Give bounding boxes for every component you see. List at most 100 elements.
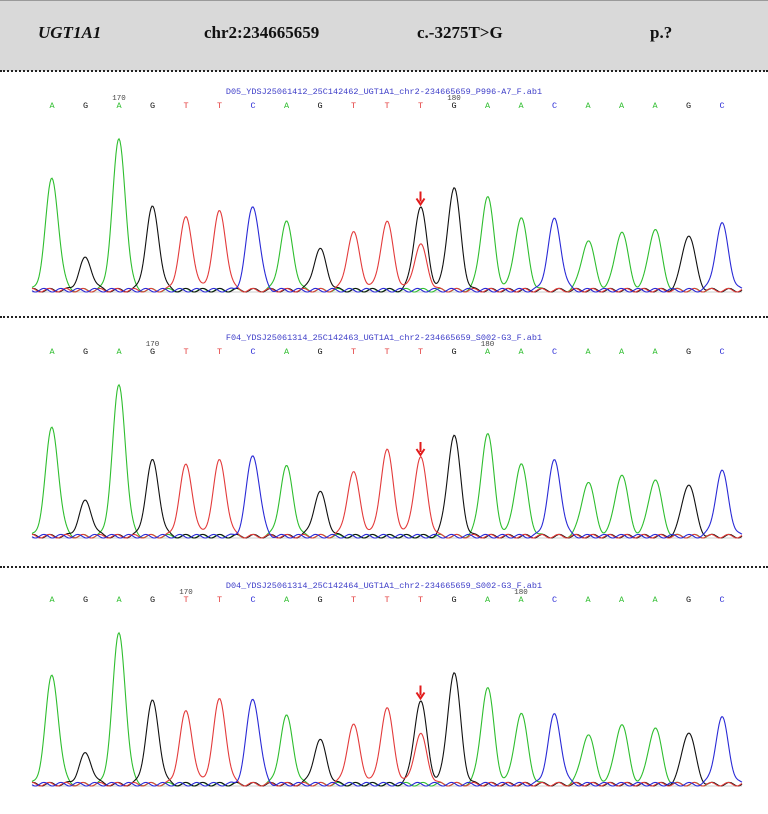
- base-call-label: G: [83, 101, 88, 111]
- base-call-label: T: [351, 347, 356, 357]
- chromatogram-panel-1: D05_YDSJ25061412_25C142462_UGT1A1_chr2-2…: [0, 80, 768, 310]
- trace-t-line: [31, 209, 743, 293]
- position-tick-label: 180: [447, 95, 461, 103]
- base-call-label: G: [451, 101, 456, 111]
- base-call-label: A: [485, 347, 491, 357]
- base-call-label: A: [49, 347, 55, 357]
- base-call-label: A: [485, 101, 491, 111]
- trace-a-line: [31, 383, 743, 539]
- chromatogram-svg: D05_YDSJ25061412_25C142462_UGT1A1_chr2-2…: [31, 87, 743, 293]
- trace-a-line: [31, 631, 743, 787]
- position-tick-label: 180: [481, 341, 495, 349]
- chromatogram-panel-2: F04_YDSJ25061314_25C142463_UGT1A1_chr2-2…: [0, 326, 768, 556]
- base-call-label: A: [619, 595, 625, 605]
- base-call-label: G: [83, 347, 88, 357]
- base-call-label: A: [652, 347, 658, 357]
- trace-g-line: [31, 671, 743, 787]
- dotted-separator: [0, 70, 768, 72]
- base-call-label: T: [217, 347, 222, 357]
- base-call-label: C: [250, 347, 255, 357]
- trace-file-title: F04_YDSJ25061314_25C142463_UGT1A1_chr2-2…: [226, 333, 542, 343]
- base-call-label: C: [250, 101, 255, 111]
- protein-change: p.?: [650, 23, 673, 42]
- base-call-label: G: [150, 347, 155, 357]
- base-call-label: A: [652, 595, 658, 605]
- base-call-label: T: [418, 347, 423, 357]
- base-call-label: A: [652, 101, 658, 111]
- base-call-label: G: [451, 347, 456, 357]
- base-call-label: T: [183, 347, 188, 357]
- base-call-label: C: [250, 595, 255, 605]
- base-call-label: G: [686, 595, 691, 605]
- trace-g-line: [31, 187, 743, 293]
- variant-arrow-icon: [415, 442, 426, 457]
- base-call-label: A: [49, 101, 55, 111]
- base-call-label: G: [83, 595, 88, 605]
- base-call-label: C: [719, 101, 724, 111]
- base-call-label: T: [351, 595, 356, 605]
- base-call-label: T: [217, 595, 222, 605]
- base-call-label: T: [384, 101, 389, 111]
- base-call-label: A: [619, 101, 625, 111]
- chromatogram-svg: D04_YDSJ25061314_25C142464_UGT1A1_chr2-2…: [31, 581, 743, 787]
- base-call-label: C: [552, 101, 557, 111]
- base-call-label: A: [284, 347, 290, 357]
- base-call-label: C: [552, 595, 557, 605]
- trace-t-line: [31, 698, 743, 787]
- position-tick-label: 170: [179, 589, 193, 597]
- base-call-label: G: [451, 595, 456, 605]
- trace-g-line: [31, 434, 743, 539]
- base-call-label: A: [585, 101, 591, 111]
- gene-name: UGT1A1: [38, 23, 102, 42]
- base-call-label: A: [485, 595, 491, 605]
- trace-a-line: [31, 137, 743, 293]
- trace-file-title: D05_YDSJ25061412_25C142462_UGT1A1_chr2-2…: [226, 87, 542, 97]
- base-call-label: A: [518, 595, 524, 605]
- trace-file-title: D04_YDSJ25061314_25C142464_UGT1A1_chr2-2…: [226, 581, 542, 591]
- genomic-position: chr2:234665659: [204, 23, 320, 42]
- variant-arrow-icon: [415, 685, 426, 701]
- trace-c-line: [31, 455, 743, 539]
- trace-c-line: [31, 698, 743, 787]
- trace-c-line: [31, 206, 743, 293]
- base-call-label: G: [317, 347, 322, 357]
- base-call-label: A: [518, 101, 524, 111]
- dotted-separator: [0, 316, 768, 318]
- variant-header: UGT1A1 chr2:234665659 c.-3275T>G p.?: [0, 0, 768, 71]
- trace-t-line: [31, 448, 743, 539]
- position-tick-label: 170: [112, 95, 126, 103]
- base-call-label: T: [384, 595, 389, 605]
- base-call-label: T: [351, 101, 356, 111]
- base-call-label: A: [518, 347, 524, 357]
- base-call-label: G: [317, 101, 322, 111]
- base-call-label: A: [284, 595, 290, 605]
- position-tick-label: 180: [514, 589, 528, 597]
- base-call-label: T: [183, 101, 188, 111]
- base-call-label: T: [418, 595, 423, 605]
- base-call-label: A: [116, 347, 122, 357]
- base-call-label: C: [719, 595, 724, 605]
- chromatogram-svg: F04_YDSJ25061314_25C142463_UGT1A1_chr2-2…: [31, 333, 743, 539]
- base-call-label: C: [719, 347, 724, 357]
- base-call-label: A: [49, 595, 55, 605]
- variant-arrow-icon: [415, 191, 426, 207]
- base-call-label: A: [284, 101, 290, 111]
- position-tick-label: 170: [146, 341, 160, 349]
- base-call-label: C: [552, 347, 557, 357]
- base-call-label: T: [418, 101, 423, 111]
- chromatogram-panel-3: D04_YDSJ25061314_25C142464_UGT1A1_chr2-2…: [0, 574, 768, 804]
- base-call-label: A: [116, 595, 122, 605]
- base-call-label: G: [150, 101, 155, 111]
- base-call-label: A: [116, 101, 122, 111]
- base-call-label: T: [217, 101, 222, 111]
- base-call-label: G: [686, 101, 691, 111]
- base-call-label: G: [686, 347, 691, 357]
- dotted-separator: [0, 566, 768, 568]
- base-call-label: T: [384, 347, 389, 357]
- base-call-label: G: [150, 595, 155, 605]
- cdna-change: c.-3275T>G: [417, 23, 503, 42]
- base-call-label: G: [317, 595, 322, 605]
- base-call-label: A: [585, 595, 591, 605]
- base-call-label: A: [585, 347, 591, 357]
- base-call-label: A: [619, 347, 625, 357]
